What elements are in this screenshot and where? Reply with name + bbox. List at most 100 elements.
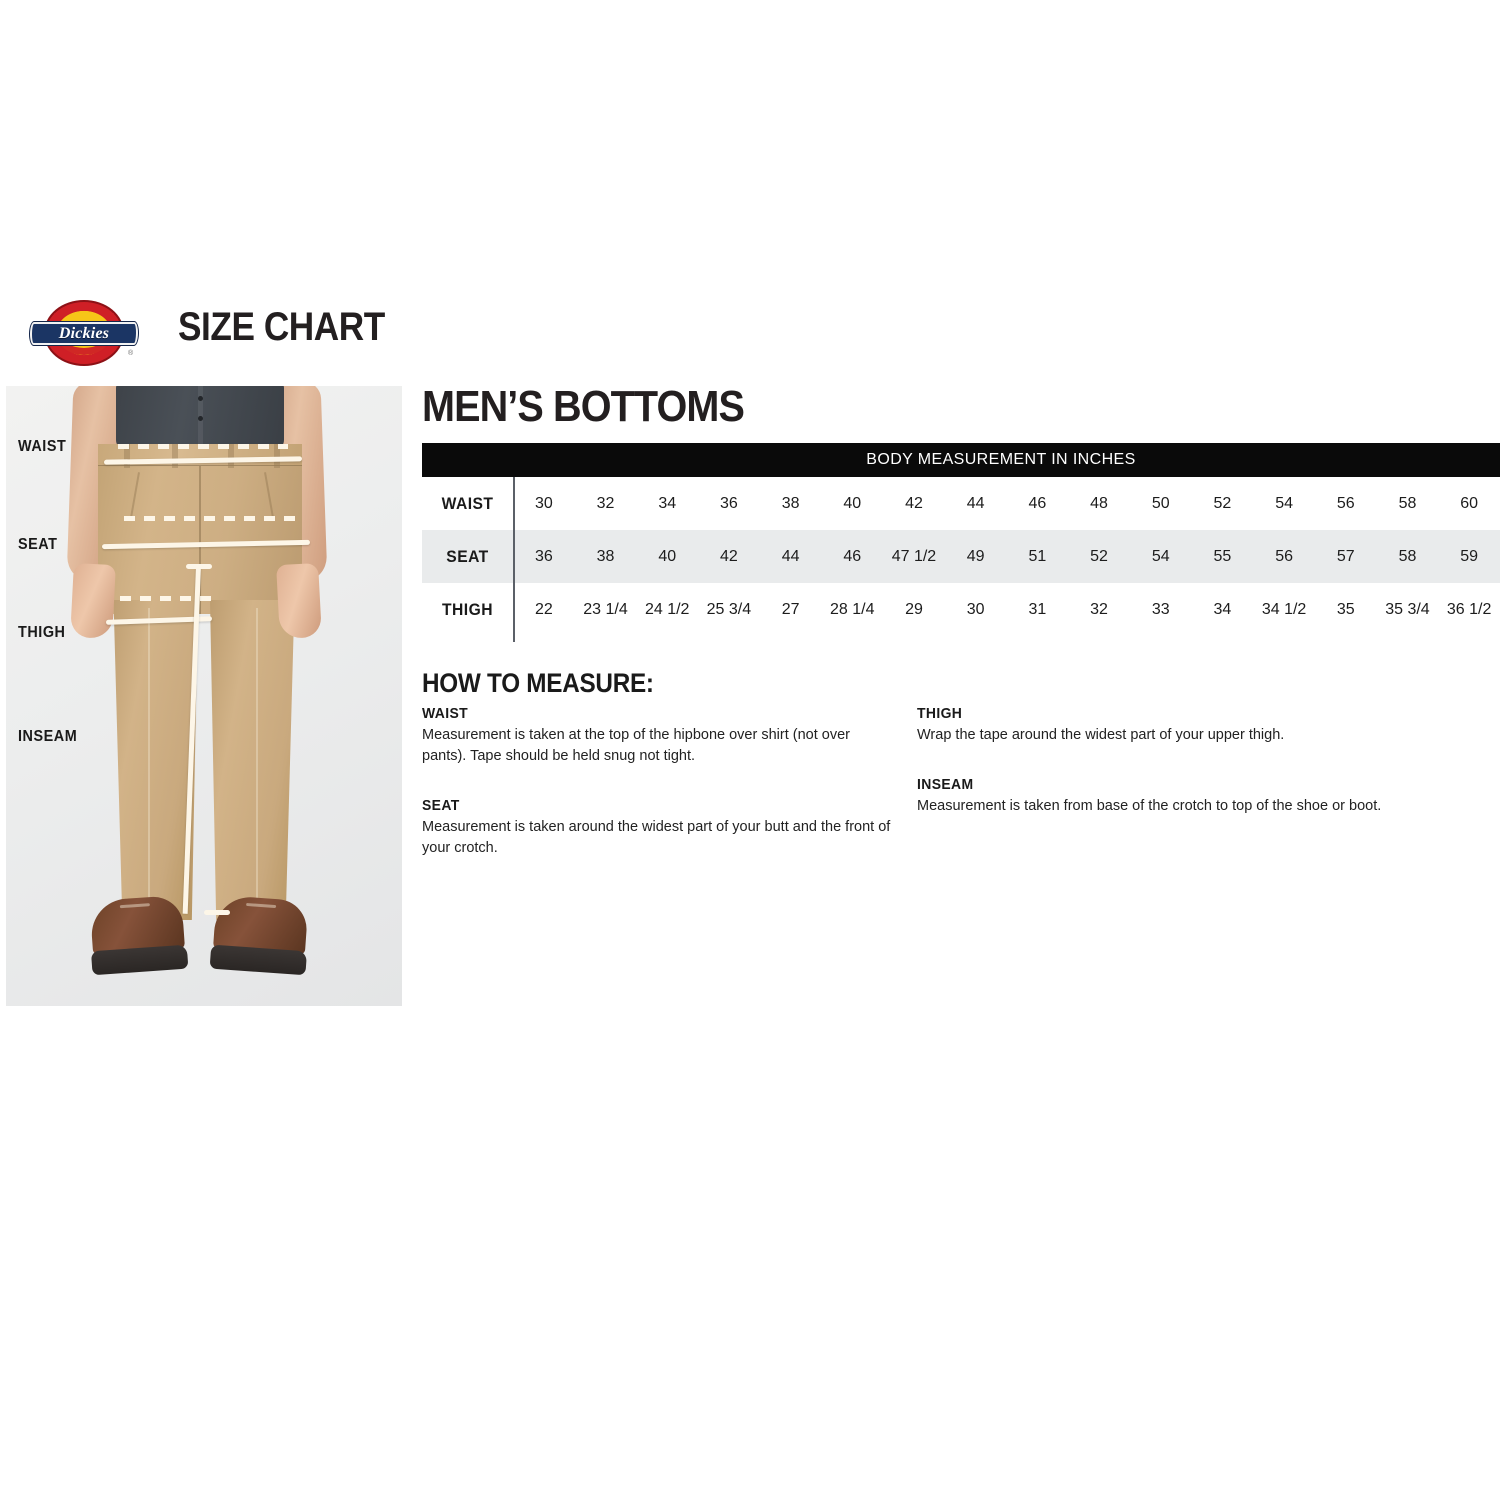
model-right-hand bbox=[276, 562, 322, 640]
section-title: MEN’S BOTTOMS bbox=[422, 382, 745, 431]
how-to-measure-title: HOW TO MEASURE: bbox=[422, 668, 654, 698]
cell-waist-46: 46 bbox=[1028, 494, 1047, 512]
how-to-measure-right-column: THIGH Wrap the tape around the widest par… bbox=[917, 705, 1387, 847]
cell-thigh-54: 34 1/2 bbox=[1261, 600, 1307, 618]
cell-seat-56: 57 bbox=[1336, 547, 1355, 565]
inseam-guide-top-cap bbox=[186, 564, 212, 569]
cell-thigh-36: 25 3/4 bbox=[706, 600, 752, 618]
cell-seat-58: 58 bbox=[1398, 547, 1417, 565]
shirt-button bbox=[198, 396, 203, 401]
measure-block-waist: WAIST Measurement is taken at the top of … bbox=[422, 705, 892, 767]
table-row-thigh: THIGH 22 23 1/4 24 1/2 25 3/4 27 28 1/4 29 30 31 3… bbox=[422, 583, 1500, 636]
photo-label-seat: SEAT bbox=[18, 536, 58, 553]
model-figure-illustration bbox=[6, 386, 402, 1006]
measure-body-waist: Measurement is taken at the top of the h… bbox=[422, 727, 850, 765]
model-shirt bbox=[116, 386, 284, 450]
cell-thigh-50: 33 bbox=[1151, 600, 1170, 618]
cell-waist-56: 56 bbox=[1336, 494, 1355, 512]
measure-body-thigh: Wrap the tape around the widest part of … bbox=[917, 727, 1285, 743]
pants-fly-seam bbox=[199, 466, 201, 614]
cell-thigh-42: 29 bbox=[905, 600, 923, 618]
model-right-boot bbox=[209, 894, 309, 977]
cell-thigh-38: 27 bbox=[781, 600, 800, 618]
belt-loop bbox=[172, 444, 178, 468]
cell-waist-40: 40 bbox=[843, 494, 862, 512]
cell-seat-48: 52 bbox=[1090, 547, 1108, 565]
size-table: BODY MEASUREMENT IN INCHES WAIST 30 32 34 36… bbox=[422, 443, 1500, 642]
model-right-leg bbox=[210, 600, 295, 920]
belt-loop bbox=[124, 444, 130, 468]
row-cells: 36 38 40 42 44 46 47 1/2 49 51 52 54 55 56 57 58 59 bbox=[513, 548, 1500, 566]
logo-wordmark: Dickies bbox=[58, 324, 110, 342]
brand-header: Dickies ® SIZE CHART bbox=[29, 298, 430, 370]
belt-loop bbox=[274, 444, 280, 468]
table-row-seat: SEAT 36 38 40 42 44 46 47 1/2 49 51 52 54 55 56 57 58 59 bbox=[422, 530, 1500, 583]
seat-guide-dashed-line bbox=[124, 516, 302, 521]
pants-crease bbox=[148, 608, 150, 908]
cell-thigh-40: 28 1/4 bbox=[830, 600, 875, 618]
cell-seat-42: 47 1/2 bbox=[891, 547, 937, 565]
cell-waist-52: 52 bbox=[1213, 494, 1232, 512]
inseam-guide-bottom-cap bbox=[204, 910, 230, 915]
cell-thigh-56: 35 bbox=[1336, 600, 1355, 618]
pants-crease bbox=[256, 608, 258, 908]
cell-thigh-30: 22 bbox=[534, 600, 553, 618]
model-left-boot bbox=[89, 894, 189, 977]
measurement-photo: WAIST SEAT THIGH INSEAM bbox=[6, 386, 402, 1006]
photo-label-inseam: INSEAM bbox=[18, 728, 78, 745]
measure-head-thigh: THIGH bbox=[917, 705, 963, 722]
photo-label-thigh: THIGH bbox=[18, 624, 66, 641]
cell-waist-34: 34 bbox=[658, 494, 677, 512]
cell-waist-38: 38 bbox=[781, 494, 800, 512]
measure-body-inseam: Measurement is taken from base of the cr… bbox=[917, 798, 1382, 815]
measure-head-inseam: INSEAM bbox=[917, 776, 974, 794]
cell-thigh-34: 24 1/2 bbox=[644, 600, 690, 618]
row-label-seat: SEAT bbox=[446, 546, 489, 566]
cell-seat-38: 44 bbox=[781, 547, 800, 565]
cell-waist-32: 32 bbox=[596, 494, 615, 512]
cell-seat-36: 42 bbox=[720, 547, 738, 565]
measure-block-seat: SEAT Measurement is taken around the wide… bbox=[422, 797, 892, 859]
shirt-button bbox=[198, 416, 203, 421]
cell-seat-50: 54 bbox=[1151, 547, 1170, 565]
measure-body-seat: Measurement is taken around the widest p… bbox=[422, 819, 891, 857]
registered-trademark-symbol: ® bbox=[128, 350, 134, 357]
table-row-waist: WAIST 30 32 34 36 38 40 42 44 46 48 50 52 54 56 58 60 bbox=[422, 477, 1500, 530]
table-header-label: BODY MEASUREMENT IN INCHES bbox=[866, 451, 1136, 468]
measure-block-thigh: THIGH Wrap the tape around the widest par… bbox=[917, 705, 1387, 746]
size-table-body: WAIST 30 32 34 36 38 40 42 44 46 48 50 52 54 56 58 60 SEA… bbox=[422, 477, 1500, 642]
cell-waist-50: 50 bbox=[1151, 494, 1170, 512]
cell-seat-54: 56 bbox=[1275, 547, 1293, 565]
row-cells: 22 23 1/4 24 1/2 25 3/4 27 28 1/4 29 30 31 32 33 34… bbox=[513, 601, 1500, 619]
thigh-guide-dashed-line bbox=[120, 596, 212, 601]
cell-waist-30: 30 bbox=[534, 494, 553, 512]
cell-thigh-58: 35 3/4 bbox=[1385, 600, 1430, 618]
cell-seat-52: 55 bbox=[1213, 547, 1232, 565]
cell-waist-42: 42 bbox=[905, 494, 923, 512]
cell-thigh-52: 34 bbox=[1213, 600, 1232, 618]
row-label-waist: WAIST bbox=[441, 493, 494, 513]
page-title: SIZE CHART bbox=[178, 305, 385, 349]
cell-waist-58: 58 bbox=[1398, 494, 1417, 512]
table-header-bar: BODY MEASUREMENT IN INCHES bbox=[422, 443, 1500, 477]
cell-seat-32: 38 bbox=[596, 547, 615, 565]
measure-block-inseam: INSEAM Measurement is taken from base of … bbox=[917, 776, 1387, 817]
cell-thigh-46: 31 bbox=[1028, 600, 1047, 618]
cell-waist-36: 36 bbox=[720, 494, 738, 512]
table-column-divider bbox=[513, 477, 515, 642]
cell-thigh-44: 30 bbox=[966, 600, 985, 618]
cell-waist-60: 60 bbox=[1460, 494, 1479, 512]
dickies-logo-icon: Dickies ® bbox=[29, 300, 139, 366]
cell-thigh-32: 23 1/4 bbox=[583, 600, 628, 618]
how-to-measure-left-column: WAIST Measurement is taken at the top of … bbox=[422, 705, 892, 889]
cell-seat-30: 36 bbox=[534, 547, 553, 565]
cell-seat-34: 40 bbox=[658, 547, 677, 565]
cell-waist-54: 54 bbox=[1275, 494, 1293, 512]
cell-thigh-48: 32 bbox=[1090, 600, 1108, 618]
cell-seat-40: 46 bbox=[843, 547, 862, 565]
cell-waist-44: 44 bbox=[966, 494, 985, 512]
waist-guide-dashed-line bbox=[118, 444, 288, 449]
cell-seat-44: 49 bbox=[966, 547, 985, 565]
cell-seat-46: 51 bbox=[1028, 547, 1047, 565]
